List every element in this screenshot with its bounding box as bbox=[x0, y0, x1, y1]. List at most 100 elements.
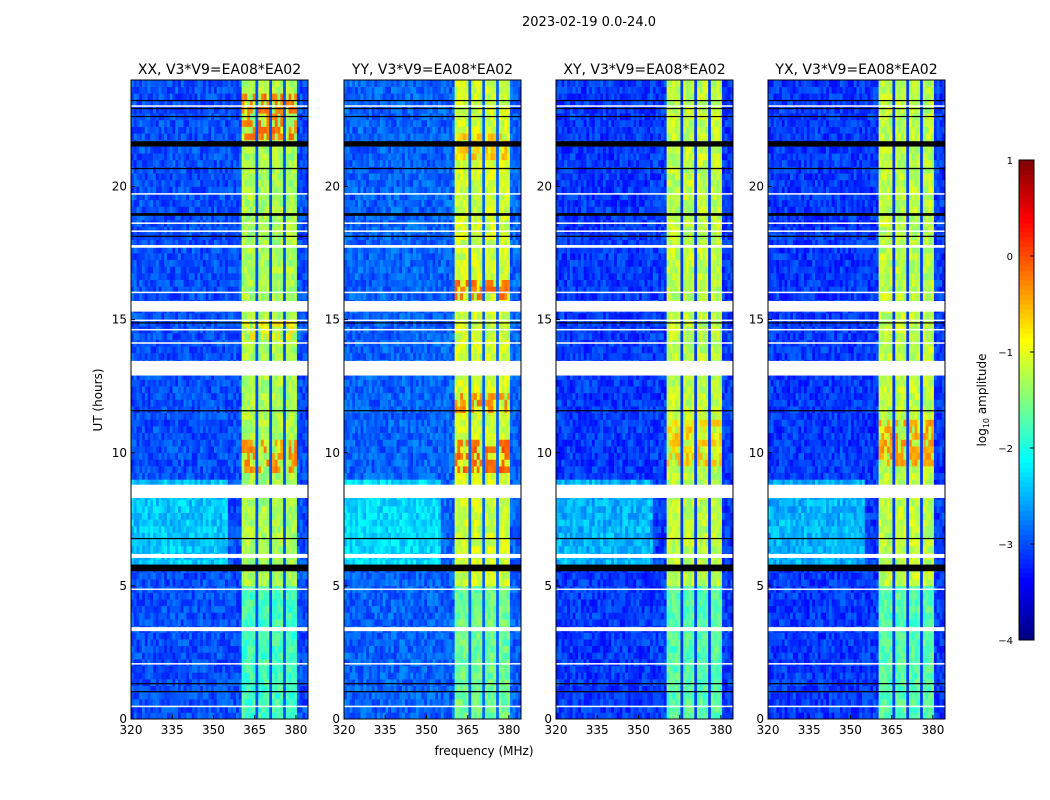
heatmap-cell bbox=[250, 659, 253, 666]
heatmap-cell bbox=[239, 672, 242, 679]
heatmap-cell bbox=[159, 506, 162, 513]
heatmap-cell bbox=[200, 400, 203, 407]
heatmap-cell bbox=[258, 473, 261, 480]
heatmap-cell bbox=[203, 453, 206, 460]
heatmap-cell bbox=[291, 253, 294, 260]
heatmap-cell bbox=[286, 446, 289, 453]
heatmap-cell bbox=[164, 519, 167, 526]
heatmap-cell bbox=[170, 499, 173, 506]
heatmap-cell bbox=[294, 573, 297, 580]
heatmap-cell bbox=[203, 266, 206, 273]
heatmap-cell bbox=[186, 453, 189, 460]
heatmap-cell bbox=[175, 426, 178, 433]
heatmap-cell bbox=[189, 639, 192, 646]
heatmap-cell bbox=[302, 260, 305, 267]
heatmap-cell bbox=[278, 659, 281, 666]
heatmap-cell bbox=[269, 413, 272, 420]
heatmap-cell bbox=[291, 672, 294, 679]
heatmap-cell bbox=[195, 453, 198, 460]
heatmap-cell bbox=[286, 526, 289, 533]
heatmap-cell bbox=[192, 293, 195, 300]
heatmap-cell bbox=[159, 639, 162, 646]
heatmap-cell bbox=[167, 519, 170, 526]
heatmap-cell bbox=[208, 386, 211, 393]
heatmap-cell bbox=[145, 526, 148, 533]
heatmap-cell bbox=[134, 433, 137, 440]
heatmap-cell bbox=[161, 446, 164, 453]
heatmap-cell bbox=[184, 386, 187, 393]
heatmap-cell bbox=[217, 466, 220, 473]
heatmap-cell bbox=[258, 419, 261, 426]
heatmap-cell bbox=[225, 579, 228, 586]
heatmap-cell bbox=[206, 413, 209, 420]
heatmap-cell bbox=[291, 260, 294, 267]
heatmap-cell bbox=[275, 606, 278, 613]
heatmap-cell bbox=[283, 652, 286, 659]
heatmap-cell bbox=[142, 353, 145, 360]
heatmap-cell bbox=[189, 426, 192, 433]
heatmap-cell bbox=[206, 466, 209, 473]
heatmap-cell bbox=[156, 699, 159, 706]
heatmap-cell bbox=[167, 446, 170, 453]
heatmap-cell bbox=[231, 206, 234, 213]
heatmap-cell bbox=[278, 539, 281, 546]
heatmap-cell bbox=[164, 380, 167, 387]
heatmap-cell bbox=[161, 606, 164, 613]
heatmap-cell bbox=[137, 579, 140, 586]
heatmap-cell bbox=[258, 200, 261, 207]
heatmap-cell bbox=[197, 639, 200, 646]
heatmap-cell bbox=[275, 659, 278, 666]
heatmap-cell bbox=[161, 459, 164, 466]
heatmap-cell bbox=[137, 599, 140, 606]
heatmap-cell bbox=[170, 659, 173, 666]
heatmap-cell bbox=[283, 313, 286, 320]
heatmap-cell bbox=[286, 206, 289, 213]
heatmap-cell bbox=[280, 266, 283, 273]
heatmap-cell bbox=[139, 672, 142, 679]
heatmap-cell bbox=[250, 646, 253, 653]
heatmap-cell bbox=[275, 539, 278, 546]
heatmap-cell bbox=[139, 692, 142, 699]
heatmap-cell bbox=[272, 672, 275, 679]
heatmap-cell bbox=[283, 459, 286, 466]
heatmap-cell bbox=[208, 606, 211, 613]
heatmap-cell bbox=[139, 466, 142, 473]
heatmap-cell bbox=[250, 406, 253, 413]
heatmap-cell bbox=[269, 253, 272, 260]
heatmap-cell bbox=[137, 519, 140, 526]
heatmap-cell bbox=[264, 539, 267, 546]
heatmap-cell bbox=[186, 599, 189, 606]
heatmap-cell bbox=[275, 260, 278, 267]
heatmap-cell bbox=[225, 652, 228, 659]
heatmap-cell bbox=[300, 419, 303, 426]
heatmap-cell bbox=[145, 546, 148, 553]
heatmap-cell bbox=[145, 439, 148, 446]
heatmap-cell bbox=[186, 652, 189, 659]
heatmap-cell bbox=[228, 380, 231, 387]
heatmap-cell bbox=[137, 400, 140, 407]
heatmap-cell bbox=[225, 466, 228, 473]
heatmap-cell bbox=[164, 513, 167, 520]
heatmap-cell bbox=[134, 679, 137, 686]
heatmap-cell bbox=[278, 632, 281, 639]
heatmap-cell bbox=[247, 346, 250, 353]
heatmap-cell bbox=[283, 639, 286, 646]
heatmap-cell bbox=[178, 446, 181, 453]
heatmap-cell bbox=[291, 400, 294, 407]
heatmap-cell bbox=[286, 346, 289, 353]
heatmap-cell bbox=[286, 426, 289, 433]
heatmap-cell bbox=[242, 386, 245, 393]
heatmap-cell bbox=[200, 406, 203, 413]
heatmap-cell bbox=[167, 253, 170, 260]
heatmap-cell bbox=[242, 200, 245, 207]
heatmap-cell bbox=[261, 659, 264, 666]
heatmap-cell bbox=[255, 632, 258, 639]
heatmap-cell bbox=[302, 639, 305, 646]
heatmap-cell bbox=[278, 666, 281, 673]
heatmap-cell bbox=[220, 593, 223, 600]
heatmap-cell bbox=[189, 499, 192, 506]
heatmap-cell bbox=[142, 546, 145, 553]
heatmap-cell bbox=[244, 346, 247, 353]
heatmap-cell bbox=[137, 699, 140, 706]
heatmap-cell bbox=[242, 280, 245, 287]
